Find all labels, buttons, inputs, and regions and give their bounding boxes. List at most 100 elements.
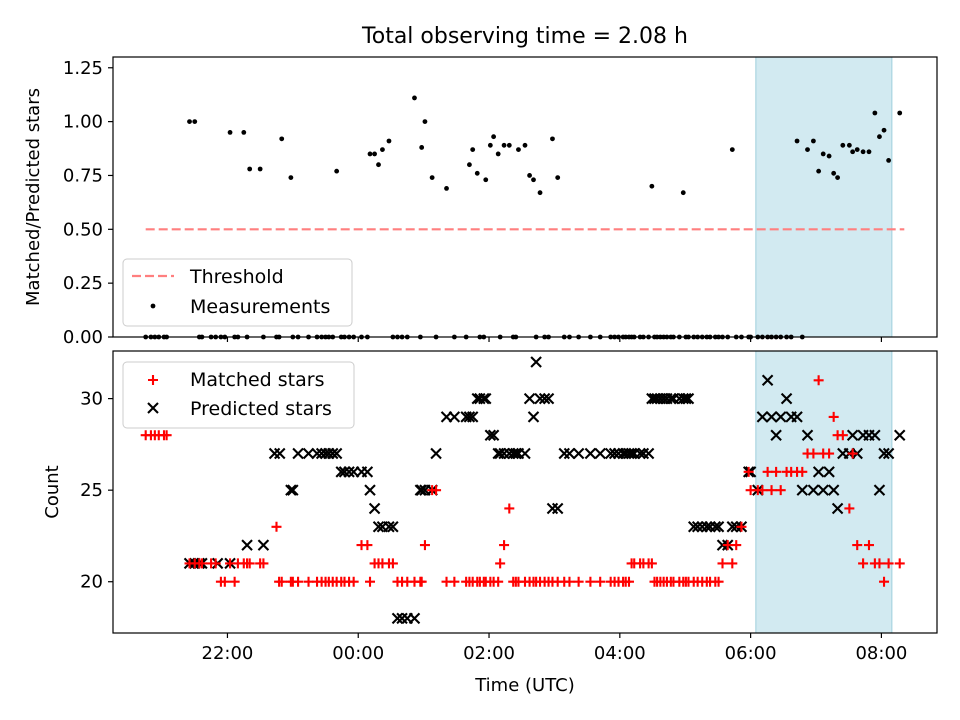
measurement-point — [649, 183, 655, 189]
matched-stars-marker — [883, 558, 894, 569]
matched-stars-marker — [431, 485, 442, 496]
x-tick-label: 02:00 — [463, 643, 515, 664]
matched-stars-marker — [585, 576, 596, 587]
measurement-point — [840, 142, 846, 148]
matched-stars-marker — [858, 558, 869, 569]
predicted-stars-marker — [882, 447, 895, 460]
count-panel-y-label: Count — [42, 465, 63, 518]
predicted-stars-marker — [817, 484, 829, 496]
predicted-stars-marker — [761, 374, 774, 387]
predicted-stars-marker — [257, 539, 270, 551]
matched-stars-marker — [196, 558, 207, 569]
predicted-stars-marker — [530, 356, 542, 368]
chart-title: Total observing time = 2.08 h — [361, 24, 688, 49]
predicted-stars-marker — [372, 521, 385, 533]
predicted-stars-marker — [774, 411, 787, 423]
measurement-point — [860, 149, 866, 155]
predicted-stars-marker — [292, 447, 304, 460]
matched-stars-marker — [244, 558, 255, 569]
x-axis-label: Time (UTC) — [474, 675, 575, 696]
matched-stars-marker — [847, 448, 858, 459]
measurement-point — [527, 173, 532, 178]
matched-stars-marker — [419, 540, 430, 551]
matched-stars-marker — [775, 485, 786, 496]
y-tick-label: 25 — [80, 480, 103, 501]
measurement-point — [816, 168, 822, 174]
measurement-point — [380, 147, 385, 153]
legend-predicted-swatch — [147, 402, 159, 414]
predicted-stars-marker — [801, 429, 814, 441]
predicted-stars-marker — [343, 466, 355, 478]
matched-stars-marker — [757, 485, 768, 496]
predicted-stars-marker — [538, 392, 551, 405]
legend-label-measurements: Measurements — [190, 296, 330, 318]
predicted-stars-marker — [285, 484, 297, 496]
matched-stars-marker — [623, 576, 634, 587]
matched-stars-marker — [271, 521, 282, 532]
matched-stars-marker — [808, 448, 819, 459]
ratio-panel-x-ticks — [226, 337, 883, 342]
measurement-point — [334, 168, 340, 174]
predicted-stars-marker — [791, 411, 803, 423]
predicted-stars-marker — [408, 612, 421, 625]
x-axis: 22:00 00:00 02:00 04:00 06:00 08:00 — [202, 633, 907, 664]
predicted-stars-marker — [827, 484, 840, 496]
measurement-point — [491, 134, 497, 140]
legend-label-matched: Matched stars — [190, 369, 324, 391]
measurement-point — [820, 151, 826, 157]
y-tick-label: 0.25 — [63, 273, 103, 294]
predicted-stars-marker — [494, 447, 506, 460]
matched-stars-marker — [499, 540, 510, 551]
measurement-point — [729, 147, 735, 153]
matched-stars-marker — [766, 485, 777, 496]
matched-stars-marker — [387, 558, 398, 569]
y-tick-label: 0.50 — [63, 219, 103, 240]
matched-stars-marker — [828, 411, 839, 422]
measurement-point — [516, 147, 521, 153]
matched-stars-marker — [646, 558, 657, 569]
matched-stars-marker — [762, 466, 773, 477]
measurement-point — [897, 110, 903, 116]
measurement-point — [288, 175, 294, 181]
measurement-point — [376, 162, 381, 168]
matched-stars-marker — [824, 448, 835, 459]
predicted-stars-marker — [634, 447, 646, 460]
matched-stars-marker — [416, 576, 427, 587]
y-tick-label: 30 — [80, 389, 103, 410]
measurements-series — [143, 95, 903, 340]
matched-stars-marker — [863, 540, 874, 551]
measurement-point — [444, 185, 449, 191]
measurement-point — [187, 119, 192, 125]
measurement-point — [805, 147, 810, 153]
legend-box — [122, 361, 355, 429]
predicted-stars-marker — [364, 484, 376, 496]
y-tick-label: 1.25 — [63, 58, 103, 79]
predicted-stars-marker — [478, 392, 490, 405]
predicted-stars-marker — [519, 447, 531, 460]
predicted-stars-marker — [241, 539, 253, 551]
predicted-stars-marker — [807, 484, 820, 496]
matched-stars-marker — [573, 576, 584, 587]
predicted-stars-series — [183, 356, 906, 625]
measurement-point — [877, 134, 882, 140]
matched-stars-marker — [717, 558, 728, 569]
predicted-stars-marker — [823, 466, 835, 478]
y-tick-label: 0.00 — [63, 327, 103, 348]
predicted-stars-marker — [391, 612, 404, 625]
predicted-stars-marker — [701, 521, 713, 533]
measurement-point — [495, 151, 501, 157]
measurement-point — [846, 142, 852, 148]
predicted-stars-marker — [487, 429, 500, 441]
predicted-stars-marker — [665, 392, 677, 405]
legend-measurements-swatch — [150, 303, 156, 309]
matched-stars-marker — [362, 540, 373, 551]
measurement-point — [192, 119, 198, 125]
predicted-stars-marker — [326, 447, 339, 460]
predicted-stars-marker — [542, 392, 555, 405]
matched-stars-marker — [161, 430, 172, 441]
predicted-stars-marker — [893, 429, 906, 441]
matched-stars-marker — [852, 540, 863, 551]
predicted-stars-marker — [551, 502, 564, 515]
measurement-point — [470, 147, 476, 153]
